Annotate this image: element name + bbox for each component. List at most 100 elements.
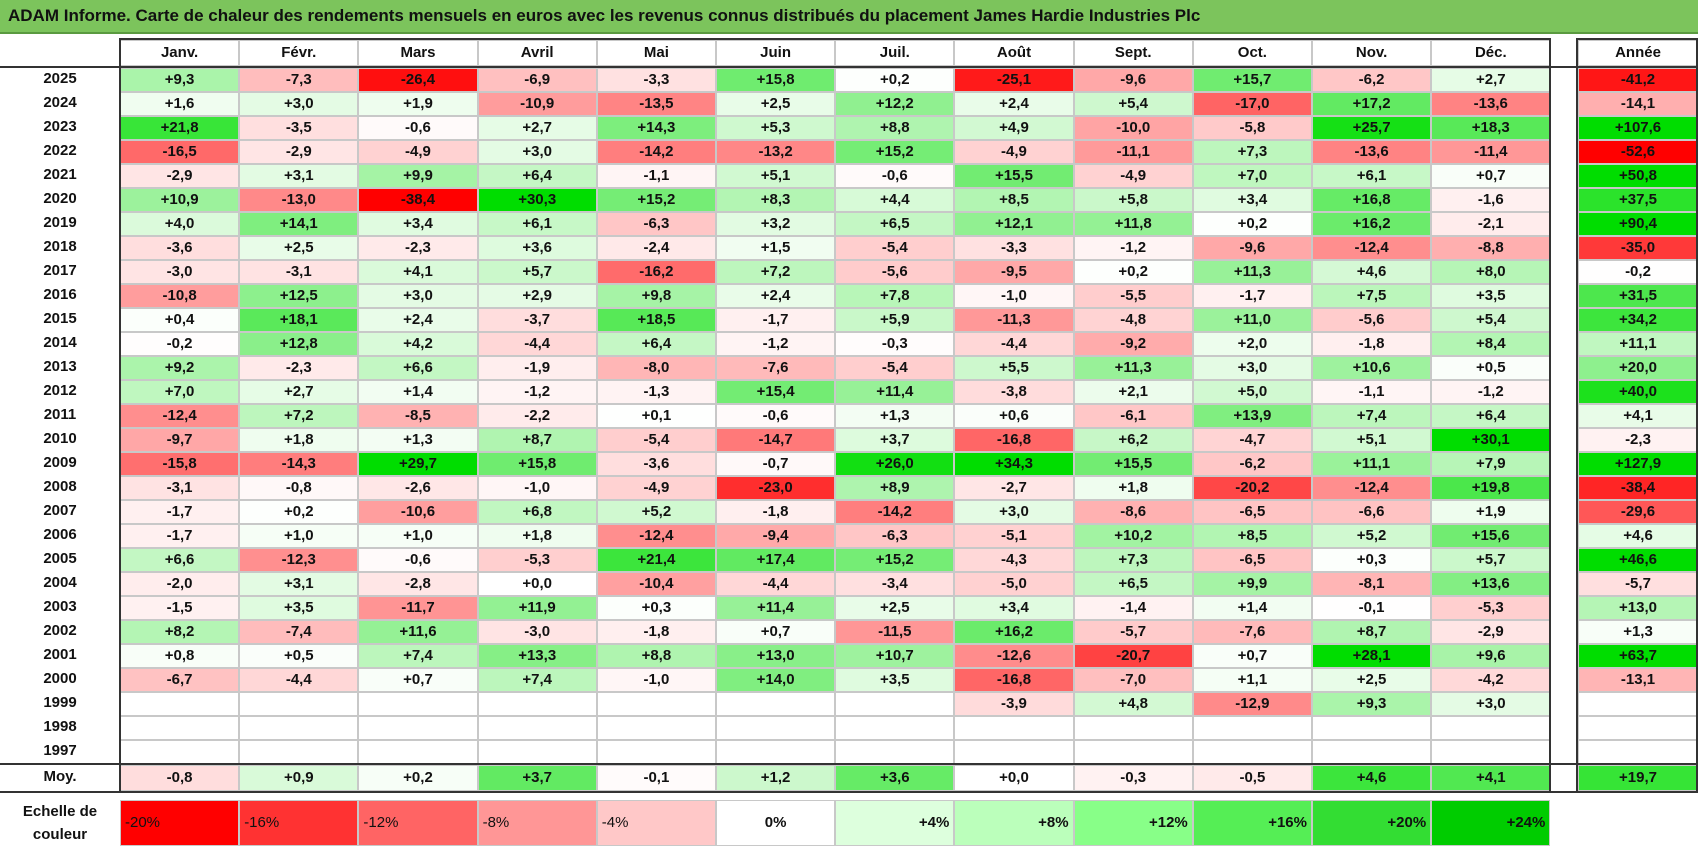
color-scale-swatch: 0% <box>716 800 836 846</box>
heatmap-cell: -2,6 <box>358 476 478 500</box>
heatmap-cell: -1,2 <box>716 332 836 356</box>
annual-cell: +127,9 <box>1578 452 1698 476</box>
heatmap-cell: +5,1 <box>716 164 836 188</box>
heatmap-cell: +1,4 <box>358 380 478 404</box>
heatmap-cell <box>1192 716 1312 740</box>
heatmap-cell: +0,3 <box>596 596 716 620</box>
annual-cell: -41,2 <box>1578 68 1698 92</box>
heatmap-cell <box>954 716 1074 740</box>
heatmap-cell: +3,5 <box>835 668 955 692</box>
heatmap-cell: +8,5 <box>954 188 1074 212</box>
heatmap-cell: +8,2 <box>120 620 240 644</box>
heatmap-cell: +8,5 <box>1192 524 1312 548</box>
heatmap-cell: +0,2 <box>1073 260 1193 284</box>
heatmap-cell: +34,3 <box>954 452 1074 476</box>
heatmap-cell: +5,7 <box>1431 548 1551 572</box>
heatmap-cell: +0,2 <box>1192 212 1312 236</box>
heatmap-cell: -4,4 <box>716 572 836 596</box>
row-year-label: 2017 <box>0 260 120 284</box>
heatmap-cell <box>835 692 955 716</box>
heatmap-cell: +16,8 <box>1312 188 1432 212</box>
heatmap-cell: -9,2 <box>1073 332 1193 356</box>
heatmap-cell: +9,9 <box>1192 572 1312 596</box>
heatmap-cell <box>1073 716 1193 740</box>
heatmap-cell <box>358 692 478 716</box>
color-scale-swatch: -20% <box>120 800 240 846</box>
heatmap-cell: -1,2 <box>1431 380 1551 404</box>
heatmap-cell: +6,4 <box>477 164 597 188</box>
heatmap-cell: -16,8 <box>954 668 1074 692</box>
annual-cell: -35,0 <box>1578 236 1698 260</box>
heatmap-cell: -6,3 <box>596 212 716 236</box>
heatmap-cell: +7,0 <box>1192 164 1312 188</box>
heatmap-cell: +4,0 <box>120 212 240 236</box>
heatmap-cell: -4,3 <box>954 548 1074 572</box>
heatmap-cell: +15,4 <box>716 380 836 404</box>
heatmap-cell: -1,0 <box>596 668 716 692</box>
average-divider-bottom <box>0 791 1698 793</box>
heatmap-cell <box>716 692 836 716</box>
heatmap-cell: -6,2 <box>1312 68 1432 92</box>
heatmap-cell: -5,5 <box>1073 284 1193 308</box>
heatmap-cell: -3,7 <box>477 308 597 332</box>
heatmap-cell: +2,9 <box>477 284 597 308</box>
heatmap-cell: +29,7 <box>358 452 478 476</box>
heatmap-cell: +1,3 <box>358 428 478 452</box>
heatmap-cell: +13,6 <box>1431 572 1551 596</box>
heatmap-cell: -38,4 <box>358 188 478 212</box>
row-year-label: 2021 <box>0 164 120 188</box>
heatmap-cell: -8,8 <box>1431 236 1551 260</box>
heatmap-cell: -3,0 <box>120 260 240 284</box>
heatmap-cell: +10,2 <box>1073 524 1193 548</box>
heatmap-cell: -7,6 <box>716 356 836 380</box>
heatmap-cell: -1,4 <box>1073 596 1193 620</box>
heatmap-cell: -9,5 <box>954 260 1074 284</box>
column-header-1: Janv. <box>120 40 240 66</box>
heatmap-cell: -1,7 <box>120 524 240 548</box>
annual-cell: +50,8 <box>1578 164 1698 188</box>
heatmap-cell: +15,5 <box>954 164 1074 188</box>
heatmap-cell: +7,9 <box>1431 452 1551 476</box>
heatmap-cell: +18,5 <box>596 308 716 332</box>
heatmap-cell: +3,1 <box>239 572 359 596</box>
heatmap-cell: -0,6 <box>358 116 478 140</box>
heatmap-cell: -5,7 <box>1073 620 1193 644</box>
heatmap-cell: -8,0 <box>596 356 716 380</box>
heatmap-cell: +2,7 <box>477 116 597 140</box>
average-cell: +3,6 <box>835 765 955 791</box>
heatmap-cell: +30,1 <box>1431 428 1551 452</box>
average-cell: +0,0 <box>954 765 1074 791</box>
annual-cell: +11,1 <box>1578 332 1698 356</box>
heatmap-cell: -4,7 <box>1192 428 1312 452</box>
annual-cell: +20,0 <box>1578 356 1698 380</box>
column-header-3: Mars <box>358 40 478 66</box>
heatmap-cell: +0,7 <box>358 668 478 692</box>
heatmap-cell: +6,5 <box>1073 572 1193 596</box>
heatmap-cell: +9,6 <box>1431 644 1551 668</box>
heatmap-cell: -1,8 <box>1312 332 1432 356</box>
row-year-label: 1997 <box>0 740 120 764</box>
heatmap-cell: +9,2 <box>120 356 240 380</box>
heatmap-cell: -2,7 <box>954 476 1074 500</box>
heatmap-cell: +0,1 <box>596 404 716 428</box>
heatmap-cell: +5,2 <box>1312 524 1432 548</box>
heatmap-cell <box>1431 740 1551 764</box>
heatmap-cell: -4,9 <box>1073 164 1193 188</box>
annual-cell: -0,2 <box>1578 260 1698 284</box>
heatmap-cell: -16,5 <box>120 140 240 164</box>
heatmap-cell: +6,5 <box>835 212 955 236</box>
heatmap-cell: +4,9 <box>954 116 1074 140</box>
heatmap-cell: +6,1 <box>477 212 597 236</box>
row-year-label: 2005 <box>0 548 120 572</box>
heatmap-cell <box>954 740 1074 764</box>
heatmap-cell: -6,1 <box>1073 404 1193 428</box>
heatmap-cell: +1,5 <box>716 236 836 260</box>
heatmap-cell: -5,4 <box>835 356 955 380</box>
heatmap-cell: +30,3 <box>477 188 597 212</box>
heatmap-cell: +11,1 <box>1312 452 1432 476</box>
heatmap-cell: +15,8 <box>716 68 836 92</box>
heatmap-cell: -11,1 <box>1073 140 1193 164</box>
heatmap-cell: -3,1 <box>239 260 359 284</box>
color-scale-label: Echelle de couleur <box>22 803 98 843</box>
header-divider <box>0 66 1698 68</box>
